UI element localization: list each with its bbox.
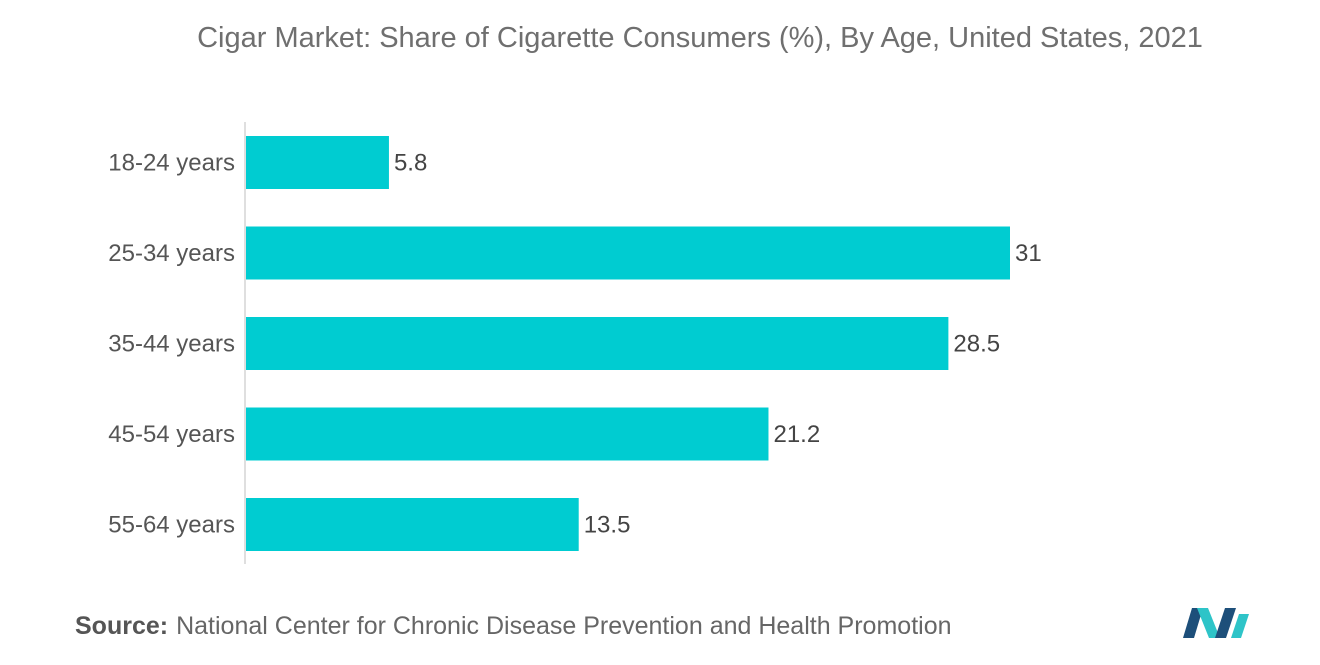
bar-45-54-years (246, 407, 769, 461)
bar-55-64-years (246, 498, 579, 551)
logo-tail-shape (1231, 614, 1249, 638)
bars-group: 18-24 years 5.8 25-34 years 31 35-44 years 28… (108, 136, 1042, 551)
value-label: 13.5 (584, 512, 631, 539)
source-label: Source: (75, 612, 169, 640)
category-label: 35-44 years (108, 331, 235, 358)
source-text: National Center for Chronic Disease Prev… (176, 612, 952, 640)
logo-left-shape (1183, 608, 1203, 638)
category-label: 25-34 years (108, 240, 235, 267)
category-label: 18-24 years (108, 150, 235, 177)
bar-chart: 18-24 years 5.8 25-34 years 31 35-44 years 28… (108, 122, 1042, 564)
value-label: 21.2 (773, 421, 820, 448)
value-label: 31 (1015, 240, 1042, 267)
value-label: 5.8 (394, 150, 427, 177)
category-label: 45-54 years (108, 421, 235, 448)
source-note: Source: National Center for Chronic Disea… (75, 612, 952, 641)
category-label: 55-64 years (108, 512, 235, 539)
logo-right-shape (1215, 608, 1236, 638)
chart-title: Cigar Market: Share of Cigarette Consume… (197, 22, 1203, 54)
bar-18-24-years (246, 136, 389, 189)
logo-mid-shape (1197, 608, 1220, 638)
mordor-intelligence-logo-icon (1183, 608, 1249, 638)
value-label: 28.5 (953, 331, 1000, 358)
bar-35-44-years (246, 317, 949, 370)
bar-25-34-years (246, 226, 1010, 280)
